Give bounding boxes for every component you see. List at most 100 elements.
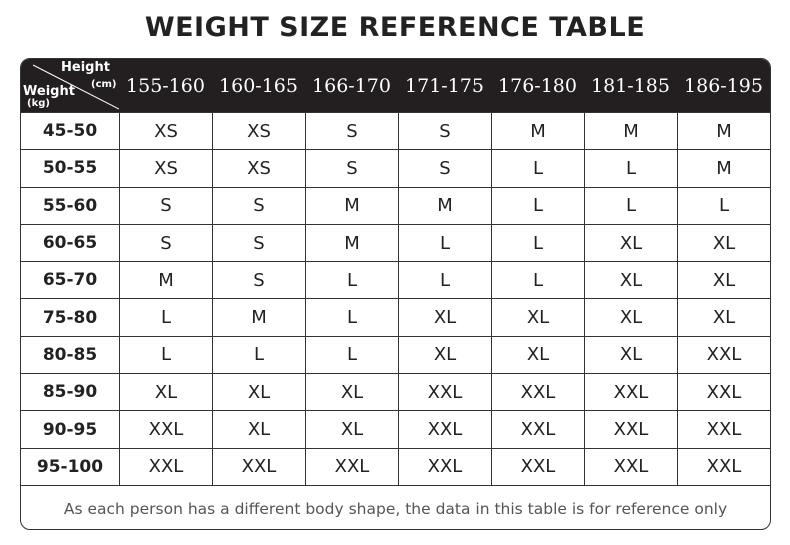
size-cell: XL: [584, 336, 677, 374]
size-cell: XXL: [677, 411, 770, 448]
table-row: 80-85 L L L XL XL XL XXL: [21, 335, 770, 374]
size-cell: M: [212, 299, 305, 336]
size-cell: XXL: [398, 448, 491, 485]
weight-cell: 65-70: [42, 270, 98, 291]
height-header-cell: 166-170: [312, 74, 391, 97]
size-cell: M: [119, 262, 212, 299]
height-header-cell: 181-185: [591, 74, 670, 97]
size-cell: XXL: [677, 448, 770, 485]
size-cell: XXL: [491, 448, 584, 485]
size-cell: L: [584, 187, 677, 224]
size-cell: S: [398, 150, 491, 187]
size-cell: XXL: [212, 448, 305, 485]
size-cell: L: [491, 224, 584, 262]
size-cell: XL: [677, 299, 770, 336]
size-cell: XXL: [584, 411, 677, 448]
height-header-cell: 171-175: [405, 74, 484, 97]
weight-cell: 50-55: [42, 158, 98, 179]
size-cell: L: [491, 262, 584, 299]
size-cell: XXL: [119, 411, 212, 448]
size-cell: XL: [305, 411, 398, 448]
reference-note: As each person has a different body shap…: [21, 484, 770, 529]
size-cell: S: [305, 150, 398, 187]
size-cell: XL: [398, 299, 491, 336]
size-cell: L: [305, 299, 398, 336]
size-cell: XL: [305, 374, 398, 411]
size-cell: M: [677, 150, 770, 187]
size-cell: XXL: [677, 336, 770, 374]
table-row: 85-90 XL XL XL XXL XXL XXL XXL: [21, 373, 770, 411]
page-title: WEIGHT SIZE REFERENCE TABLE: [144, 12, 646, 43]
size-cell: M: [584, 113, 677, 150]
size-cell: L: [491, 150, 584, 187]
weight-cell: 95-100: [36, 456, 104, 477]
table-row: 55-60 S S M M L L L: [21, 186, 770, 224]
weight-cell: 85-90: [42, 382, 98, 403]
size-cell: XS: [212, 113, 305, 150]
table-header: Height (cm) Weight (kg) 155-160 160-165 16…: [21, 59, 770, 112]
size-cell: XL: [491, 299, 584, 336]
table-body: 45-50 XS XS S S M M M 50-55 XS XS S S L L M 55-60 S S M M L L L…: [21, 112, 770, 485]
size-cell: S: [212, 224, 305, 262]
size-cell: S: [119, 224, 212, 262]
size-cell: L: [119, 299, 212, 336]
table-row: 60-65 S S M L L XL XL: [21, 223, 770, 262]
weight-cell: 55-60: [42, 195, 98, 216]
size-cell: M: [305, 224, 398, 262]
size-cell: L: [584, 150, 677, 187]
size-cell: XL: [212, 374, 305, 411]
size-cell: S: [398, 113, 491, 150]
table-row: 90-95 XXL XL XL XXL XXL XXL XXL: [21, 410, 770, 448]
size-cell: L: [491, 187, 584, 224]
size-cell: XL: [119, 374, 212, 411]
size-cell: L: [305, 336, 398, 374]
size-cell: M: [677, 113, 770, 150]
table-row: 75-80 L M L XL XL XL XL: [21, 298, 770, 336]
size-cell: XXL: [584, 448, 677, 485]
size-cell: XL: [584, 262, 677, 299]
size-table: Height (cm) Weight (kg) 155-160 160-165 16…: [20, 58, 771, 530]
size-cell: XS: [119, 113, 212, 150]
table-row: 65-70 M S L L L XL XL: [21, 261, 770, 299]
size-cell: XXL: [119, 448, 212, 485]
size-cell: XXL: [584, 374, 677, 411]
size-cell: S: [212, 187, 305, 224]
size-cell: XL: [212, 411, 305, 448]
table-row: 95-100 XXL XXL XXL XXL XXL XXL XXL: [21, 447, 770, 485]
weight-unit: (kg): [27, 98, 50, 109]
weight-cell: 90-95: [42, 419, 98, 440]
size-cell: XL: [398, 336, 491, 374]
height-header-cell: 160-165: [219, 74, 298, 97]
size-cell: L: [677, 187, 770, 224]
size-cell: L: [119, 336, 212, 374]
height-header-cell: 155-160: [126, 74, 205, 97]
size-cell: L: [398, 224, 491, 262]
size-cell: XL: [491, 336, 584, 374]
height-header-cell: 186-195: [684, 74, 763, 97]
size-cell: M: [398, 187, 491, 224]
corner-header-cell: Height (cm) Weight (kg): [21, 59, 119, 112]
size-cell: XXL: [398, 374, 491, 411]
size-cell: M: [491, 113, 584, 150]
weight-cell: 45-50: [42, 121, 98, 142]
size-cell: L: [305, 262, 398, 299]
size-cell: L: [212, 336, 305, 374]
size-cell: XXL: [677, 374, 770, 411]
height-label: Height: [61, 60, 110, 75]
size-cell: L: [398, 262, 491, 299]
size-cell: XS: [212, 150, 305, 187]
size-cell: M: [305, 187, 398, 224]
height-unit: (cm): [91, 79, 117, 90]
size-cell: XL: [677, 262, 770, 299]
size-cell: S: [212, 262, 305, 299]
height-header-cell: 176-180: [498, 74, 577, 97]
size-cell: XL: [584, 224, 677, 262]
size-cell: XS: [119, 150, 212, 187]
size-cell: XL: [677, 224, 770, 262]
size-cell: XXL: [305, 448, 398, 485]
weight-cell: 80-85: [42, 344, 98, 365]
table-row: 45-50 XS XS S S M M M: [21, 112, 770, 150]
weight-cell: 75-80: [42, 307, 98, 328]
size-cell: S: [305, 113, 398, 150]
size-cell: S: [119, 187, 212, 224]
